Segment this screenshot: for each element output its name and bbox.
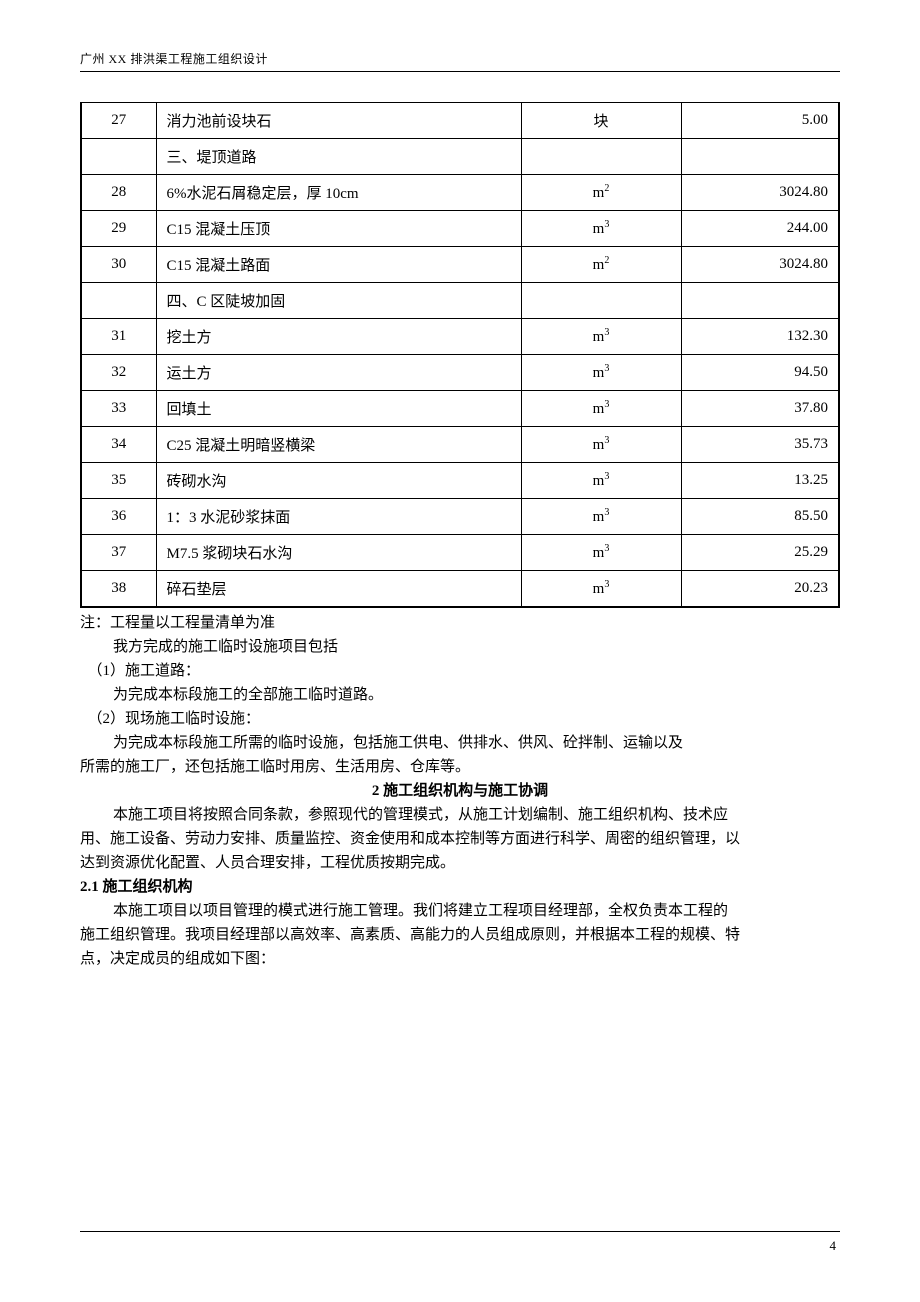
row-qty: 13.25 — [681, 463, 839, 499]
row-num: 30 — [81, 247, 156, 283]
table-row: 37M7.5 浆砌块石水沟m325.29 — [81, 535, 839, 571]
page-header: 广州 XX 排洪渠工程施工组织设计 — [80, 50, 840, 67]
row-qty: 85.50 — [681, 499, 839, 535]
row-unit: m2 — [521, 247, 681, 283]
table-row: 38碎石垫层m320.23 — [81, 571, 839, 608]
row-unit: m3 — [521, 535, 681, 571]
row-unit: m3 — [521, 571, 681, 608]
row-unit: m3 — [521, 319, 681, 355]
line-1: 我方完成的施工临时设施项目包括 — [80, 635, 840, 659]
section2-1-p3: 点，决定成员的组成如下图： — [80, 947, 840, 971]
row-item: 回填土 — [156, 391, 521, 427]
table-row: 30C15 混凝土路面m23024.80 — [81, 247, 839, 283]
row-qty: 132.30 — [681, 319, 839, 355]
section2-1-title: 2.1 施工组织机构 — [80, 875, 840, 899]
row-unit: m3 — [521, 427, 681, 463]
row-num: 31 — [81, 319, 156, 355]
item2-text1: 为完成本标段施工所需的临时设施，包括施工供电、供排水、供风、砼拌制、运输以及 — [80, 731, 840, 755]
row-unit: 块 — [521, 103, 681, 139]
row-qty: 37.80 — [681, 391, 839, 427]
header-divider — [80, 71, 840, 72]
row-unit — [521, 139, 681, 175]
row-num: 35 — [81, 463, 156, 499]
table-row: 27消力池前设块石块5.00 — [81, 103, 839, 139]
row-item: C15 混凝土压顶 — [156, 211, 521, 247]
row-num: 27 — [81, 103, 156, 139]
page-number: 4 — [830, 1238, 837, 1254]
row-item: 四、C 区陡坡加固 — [156, 283, 521, 319]
row-item: 运土方 — [156, 355, 521, 391]
section2-1-p2: 施工组织管理。我项目经理部以高效率、高素质、高能力的人员组成原则，并根据本工程的… — [80, 923, 840, 947]
row-item: C15 混凝土路面 — [156, 247, 521, 283]
row-item: 挖土方 — [156, 319, 521, 355]
table-row: 四、C 区陡坡加固 — [81, 283, 839, 319]
row-qty: 3024.80 — [681, 175, 839, 211]
table-row: 三、堤顶道路 — [81, 139, 839, 175]
row-unit: m3 — [521, 499, 681, 535]
table-row: 34C25 混凝土明暗竖横梁m335.73 — [81, 427, 839, 463]
row-num: 32 — [81, 355, 156, 391]
row-unit: m3 — [521, 391, 681, 427]
section2-p2: 用、施工设备、劳动力安排、质量监控、资金使用和成本控制等方面进行科学、周密的组织… — [80, 827, 840, 851]
row-unit: m2 — [521, 175, 681, 211]
row-qty — [681, 139, 839, 175]
row-qty: 5.00 — [681, 103, 839, 139]
row-num: 37 — [81, 535, 156, 571]
row-item: M7.5 浆砌块石水沟 — [156, 535, 521, 571]
row-qty: 25.29 — [681, 535, 839, 571]
row-num — [81, 283, 156, 319]
row-unit — [521, 283, 681, 319]
row-num: 29 — [81, 211, 156, 247]
table-row: 33回填土m337.80 — [81, 391, 839, 427]
section2-title: 2 施工组织机构与施工协调 — [80, 779, 840, 803]
item2-text2: 所需的施工厂，还包括施工临时用房、生活用房、仓库等。 — [80, 755, 840, 779]
section2-p1: 本施工项目将按照合同条款，参照现代的管理模式，从施工计划编制、施工组织机构、技术… — [80, 803, 840, 827]
row-unit: m3 — [521, 463, 681, 499]
item1-text: 为完成本标段施工的全部施工临时道路。 — [80, 683, 840, 707]
row-qty: 35.73 — [681, 427, 839, 463]
note-line: 注：工程量以工程量清单为准 — [80, 611, 840, 635]
row-num: 28 — [81, 175, 156, 211]
row-num: 38 — [81, 571, 156, 608]
section2-p3: 达到资源优化配置、人员合理安排，工程优质按期完成。 — [80, 851, 840, 875]
page-container: 广州 XX 排洪渠工程施工组织设计 27消力池前设块石块5.00三、堤顶道路28… — [0, 0, 920, 1011]
row-num: 34 — [81, 427, 156, 463]
row-qty: 3024.80 — [681, 247, 839, 283]
row-qty — [681, 283, 839, 319]
row-num — [81, 139, 156, 175]
row-item: 碎石垫层 — [156, 571, 521, 608]
row-unit: m3 — [521, 355, 681, 391]
table-row: 29C15 混凝土压顶m3244.00 — [81, 211, 839, 247]
table-row: 35砖砌水沟m313.25 — [81, 463, 839, 499]
row-num: 36 — [81, 499, 156, 535]
row-item: 砖砌水沟 — [156, 463, 521, 499]
row-qty: 244.00 — [681, 211, 839, 247]
table-row: 32运土方m394.50 — [81, 355, 839, 391]
body-text: 注：工程量以工程量清单为准 我方完成的施工临时设施项目包括 （1）施工道路： 为… — [80, 611, 840, 971]
row-unit: m3 — [521, 211, 681, 247]
row-qty: 20.23 — [681, 571, 839, 608]
row-item: 6%水泥石屑稳定层，厚 10cm — [156, 175, 521, 211]
table-row: 361：3 水泥砂浆抹面m385.50 — [81, 499, 839, 535]
item2-label: （2）现场施工临时设施： — [80, 707, 840, 731]
item1-label: （1）施工道路： — [80, 659, 840, 683]
row-item: 三、堤顶道路 — [156, 139, 521, 175]
quantity-table: 27消力池前设块石块5.00三、堤顶道路286%水泥石屑稳定层，厚 10cmm2… — [80, 102, 840, 608]
table-row: 31挖土方m3132.30 — [81, 319, 839, 355]
row-num: 33 — [81, 391, 156, 427]
section2-1-p1: 本施工项目以项目管理的模式进行施工管理。我们将建立工程项目经理部，全权负责本工程… — [80, 899, 840, 923]
row-item: 消力池前设块石 — [156, 103, 521, 139]
footer-divider — [80, 1231, 840, 1232]
row-qty: 94.50 — [681, 355, 839, 391]
table-row: 286%水泥石屑稳定层，厚 10cmm23024.80 — [81, 175, 839, 211]
row-item: C25 混凝土明暗竖横梁 — [156, 427, 521, 463]
row-item: 1：3 水泥砂浆抹面 — [156, 499, 521, 535]
